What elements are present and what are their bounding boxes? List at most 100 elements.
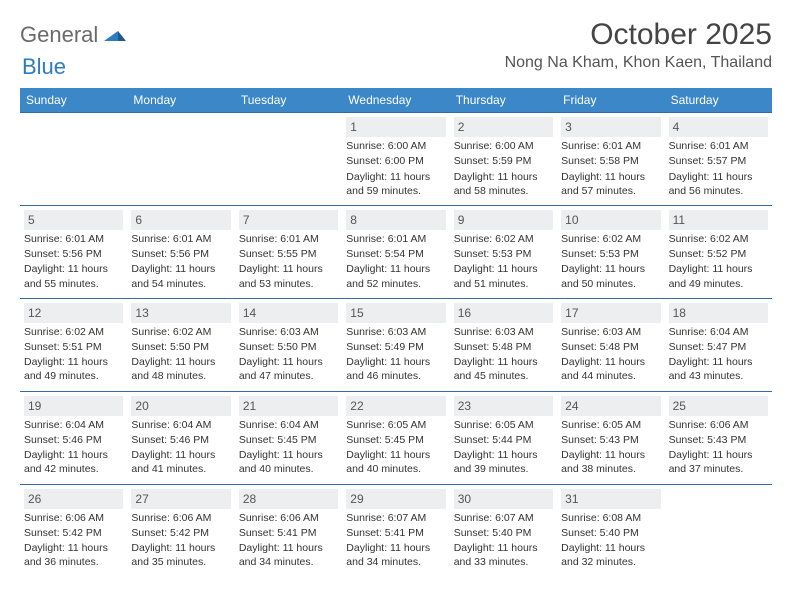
day-cell: 27Sunrise: 6:06 AMSunset: 5:42 PMDayligh…	[127, 485, 234, 577]
day-number: 11	[669, 210, 768, 230]
day-number: 19	[24, 396, 123, 416]
daylight-text: Daylight: 11 hours and 34 minutes.	[239, 541, 338, 569]
sunrise-text: Sunrise: 6:03 AM	[346, 325, 445, 339]
month-title: October 2025	[505, 18, 772, 52]
sunset-text: Sunset: 5:51 PM	[24, 340, 123, 354]
daylight-text: Daylight: 11 hours and 57 minutes.	[561, 170, 660, 198]
day-number: 27	[131, 489, 230, 509]
day-info: Sunrise: 6:05 AMSunset: 5:44 PMDaylight:…	[454, 418, 553, 477]
day-cell: 12Sunrise: 6:02 AMSunset: 5:51 PMDayligh…	[20, 299, 127, 391]
empty-day-cell	[20, 113, 127, 205]
day-number: 15	[346, 303, 445, 323]
day-info: Sunrise: 6:05 AMSunset: 5:43 PMDaylight:…	[561, 418, 660, 477]
daylight-text: Daylight: 11 hours and 32 minutes.	[561, 541, 660, 569]
daylight-text: Daylight: 11 hours and 43 minutes.	[669, 355, 768, 383]
sunrise-text: Sunrise: 6:01 AM	[24, 232, 123, 246]
day-number: 29	[346, 489, 445, 509]
sunrise-text: Sunrise: 6:06 AM	[239, 511, 338, 525]
day-number: 1	[346, 117, 445, 137]
sunset-text: Sunset: 5:40 PM	[561, 526, 660, 540]
sunrise-text: Sunrise: 6:06 AM	[669, 418, 768, 432]
day-cell: 28Sunrise: 6:06 AMSunset: 5:41 PMDayligh…	[235, 485, 342, 577]
daylight-text: Daylight: 11 hours and 55 minutes.	[24, 262, 123, 290]
day-number: 4	[669, 117, 768, 137]
daylight-text: Daylight: 11 hours and 49 minutes.	[669, 262, 768, 290]
daylight-text: Daylight: 11 hours and 40 minutes.	[346, 448, 445, 476]
day-info: Sunrise: 6:03 AMSunset: 5:48 PMDaylight:…	[561, 325, 660, 384]
sunrise-text: Sunrise: 6:05 AM	[454, 418, 553, 432]
weekday-monday: Monday	[127, 88, 234, 112]
daylight-text: Daylight: 11 hours and 51 minutes.	[454, 262, 553, 290]
sunset-text: Sunset: 5:40 PM	[454, 526, 553, 540]
sunrise-text: Sunrise: 6:01 AM	[239, 232, 338, 246]
sunset-text: Sunset: 5:50 PM	[239, 340, 338, 354]
day-number: 20	[131, 396, 230, 416]
day-number: 5	[24, 210, 123, 230]
day-info: Sunrise: 6:06 AMSunset: 5:41 PMDaylight:…	[239, 511, 338, 570]
week-row: 26Sunrise: 6:06 AMSunset: 5:42 PMDayligh…	[20, 484, 772, 577]
empty-day-cell	[235, 113, 342, 205]
day-cell: 10Sunrise: 6:02 AMSunset: 5:53 PMDayligh…	[557, 206, 664, 298]
day-number: 25	[669, 396, 768, 416]
daylight-text: Daylight: 11 hours and 39 minutes.	[454, 448, 553, 476]
calendar: Sunday Monday Tuesday Wednesday Thursday…	[20, 88, 772, 576]
sunset-text: Sunset: 5:56 PM	[131, 247, 230, 261]
sunrise-text: Sunrise: 6:02 AM	[454, 232, 553, 246]
day-number: 30	[454, 489, 553, 509]
day-info: Sunrise: 6:01 AMSunset: 5:55 PMDaylight:…	[239, 232, 338, 291]
day-cell: 3Sunrise: 6:01 AMSunset: 5:58 PMDaylight…	[557, 113, 664, 205]
sunset-text: Sunset: 5:45 PM	[346, 433, 445, 447]
weeks-container: 1Sunrise: 6:00 AMSunset: 6:00 PMDaylight…	[20, 112, 772, 576]
day-info: Sunrise: 6:07 AMSunset: 5:40 PMDaylight:…	[454, 511, 553, 570]
daylight-text: Daylight: 11 hours and 59 minutes.	[346, 170, 445, 198]
sunset-text: Sunset: 5:45 PM	[239, 433, 338, 447]
sunrise-text: Sunrise: 6:01 AM	[561, 139, 660, 153]
day-info: Sunrise: 6:02 AMSunset: 5:53 PMDaylight:…	[454, 232, 553, 291]
daylight-text: Daylight: 11 hours and 36 minutes.	[24, 541, 123, 569]
day-cell: 4Sunrise: 6:01 AMSunset: 5:57 PMDaylight…	[665, 113, 772, 205]
weekday-wednesday: Wednesday	[342, 88, 449, 112]
day-info: Sunrise: 6:07 AMSunset: 5:41 PMDaylight:…	[346, 511, 445, 570]
daylight-text: Daylight: 11 hours and 33 minutes.	[454, 541, 553, 569]
sunset-text: Sunset: 5:57 PM	[669, 154, 768, 168]
daylight-text: Daylight: 11 hours and 48 minutes.	[131, 355, 230, 383]
day-cell: 17Sunrise: 6:03 AMSunset: 5:48 PMDayligh…	[557, 299, 664, 391]
weekday-friday: Friday	[557, 88, 664, 112]
day-info: Sunrise: 6:02 AMSunset: 5:51 PMDaylight:…	[24, 325, 123, 384]
sunset-text: Sunset: 5:52 PM	[669, 247, 768, 261]
week-row: 1Sunrise: 6:00 AMSunset: 6:00 PMDaylight…	[20, 112, 772, 205]
daylight-text: Daylight: 11 hours and 35 minutes.	[131, 541, 230, 569]
day-info: Sunrise: 6:01 AMSunset: 5:58 PMDaylight:…	[561, 139, 660, 198]
sunrise-text: Sunrise: 6:04 AM	[24, 418, 123, 432]
sunrise-text: Sunrise: 6:02 AM	[561, 232, 660, 246]
daylight-text: Daylight: 11 hours and 53 minutes.	[239, 262, 338, 290]
daylight-text: Daylight: 11 hours and 41 minutes.	[131, 448, 230, 476]
weekday-header-row: Sunday Monday Tuesday Wednesday Thursday…	[20, 88, 772, 112]
day-number: 24	[561, 396, 660, 416]
sunrise-text: Sunrise: 6:01 AM	[131, 232, 230, 246]
day-cell: 13Sunrise: 6:02 AMSunset: 5:50 PMDayligh…	[127, 299, 234, 391]
week-row: 12Sunrise: 6:02 AMSunset: 5:51 PMDayligh…	[20, 298, 772, 391]
sunrise-text: Sunrise: 6:01 AM	[669, 139, 768, 153]
sunset-text: Sunset: 5:47 PM	[669, 340, 768, 354]
day-info: Sunrise: 6:04 AMSunset: 5:45 PMDaylight:…	[239, 418, 338, 477]
day-cell: 24Sunrise: 6:05 AMSunset: 5:43 PMDayligh…	[557, 392, 664, 484]
daylight-text: Daylight: 11 hours and 45 minutes.	[454, 355, 553, 383]
day-cell: 30Sunrise: 6:07 AMSunset: 5:40 PMDayligh…	[450, 485, 557, 577]
sunrise-text: Sunrise: 6:06 AM	[24, 511, 123, 525]
sunrise-text: Sunrise: 6:08 AM	[561, 511, 660, 525]
daylight-text: Daylight: 11 hours and 47 minutes.	[239, 355, 338, 383]
day-cell: 1Sunrise: 6:00 AMSunset: 6:00 PMDaylight…	[342, 113, 449, 205]
location-text: Nong Na Kham, Khon Kaen, Thailand	[505, 54, 772, 72]
weekday-sunday: Sunday	[20, 88, 127, 112]
day-number: 7	[239, 210, 338, 230]
brand-word1: General	[20, 22, 98, 48]
sunrise-text: Sunrise: 6:05 AM	[346, 418, 445, 432]
day-cell: 22Sunrise: 6:05 AMSunset: 5:45 PMDayligh…	[342, 392, 449, 484]
daylight-text: Daylight: 11 hours and 34 minutes.	[346, 541, 445, 569]
sunset-text: Sunset: 5:49 PM	[346, 340, 445, 354]
day-cell: 14Sunrise: 6:03 AMSunset: 5:50 PMDayligh…	[235, 299, 342, 391]
day-cell: 7Sunrise: 6:01 AMSunset: 5:55 PMDaylight…	[235, 206, 342, 298]
day-cell: 2Sunrise: 6:00 AMSunset: 5:59 PMDaylight…	[450, 113, 557, 205]
day-cell: 29Sunrise: 6:07 AMSunset: 5:41 PMDayligh…	[342, 485, 449, 577]
